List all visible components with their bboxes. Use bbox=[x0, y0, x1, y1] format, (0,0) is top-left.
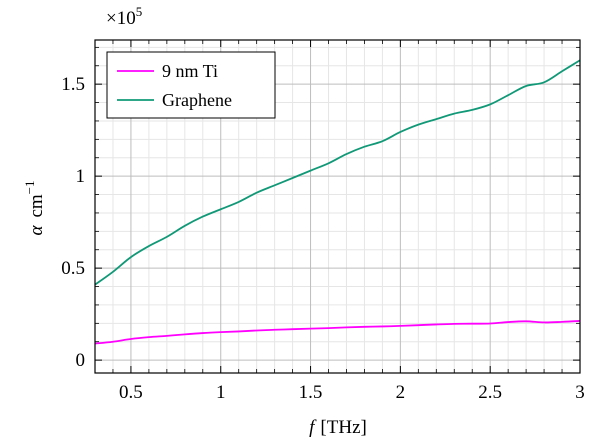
y-tick-label: 1 bbox=[76, 166, 86, 187]
tick-labels: 0.5 1 1.5 2 2.5 3 0 0.5 1 1.5 bbox=[61, 74, 585, 403]
y-tick-label: 0.5 bbox=[61, 258, 85, 279]
legend-box bbox=[106, 51, 276, 119]
legend: 9 nm Ti Graphene bbox=[106, 51, 276, 119]
y-label-exp: −1 bbox=[22, 180, 37, 194]
y-tick-label: 1.5 bbox=[61, 74, 85, 95]
x-tick-label: 1 bbox=[216, 382, 226, 403]
y-axis-multiplier: ×105 bbox=[106, 4, 142, 29]
x-tick-label: 2.5 bbox=[478, 382, 502, 403]
x-label-symbol: f bbox=[309, 417, 317, 438]
plot-frame bbox=[94, 39, 581, 374]
y-label-symbol: α bbox=[26, 225, 47, 236]
series-line-graphene bbox=[94, 59, 581, 286]
y-multiplier-exp: 5 bbox=[136, 4, 143, 19]
x-tick-label: 2 bbox=[396, 382, 406, 403]
y-axis-label: α cm−1 bbox=[22, 180, 47, 235]
x-axis-label: f [THz] bbox=[309, 417, 367, 438]
x-tick-label: 0.5 bbox=[119, 382, 143, 403]
series-line-9-nm-ti bbox=[94, 320, 581, 345]
y-multiplier-base: ×10 bbox=[106, 8, 136, 29]
x-label-unit: [THz] bbox=[320, 417, 366, 438]
y-tick-label: 0 bbox=[76, 350, 86, 371]
axis-ticks bbox=[94, 40, 581, 373]
legend-label-9-nm-ti: 9 nm Ti bbox=[162, 61, 218, 81]
x-tick-label: 1.5 bbox=[299, 382, 323, 403]
legend-label-graphene: Graphene bbox=[162, 90, 232, 110]
series-layer bbox=[94, 59, 581, 345]
x-tick-label: 3 bbox=[575, 382, 585, 403]
y-label-unit: cm bbox=[26, 194, 47, 217]
